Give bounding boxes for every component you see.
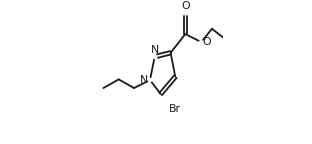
Text: N: N: [140, 75, 149, 85]
Text: Br: Br: [169, 104, 181, 114]
Text: O: O: [203, 37, 212, 47]
Text: N: N: [151, 45, 159, 55]
Text: O: O: [181, 1, 190, 11]
